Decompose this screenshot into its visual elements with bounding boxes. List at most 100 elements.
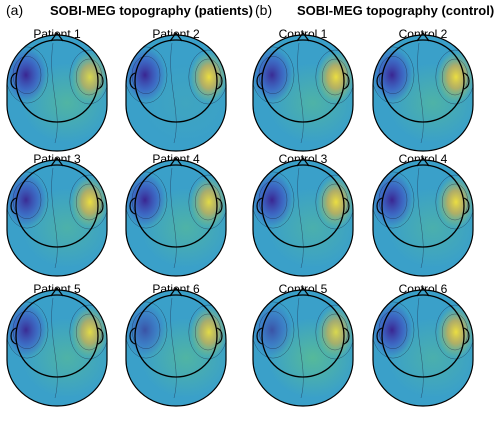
panel-a-map-3-contour-mid [51,167,58,269]
panel-a-map-1-nose [50,32,64,42]
panel-b-map-2-field [373,35,473,151]
panel-b-map-6-negative-pole [373,302,413,358]
panel-b-map-2-right-ear [463,72,470,90]
panel-b-map-4-contour-neg-2 [373,171,415,229]
panel-b-map-1-negative-pole [253,47,293,103]
panel-b-map-3-field [253,160,353,276]
panel-b-map-3-contour-mid [297,167,304,269]
panel-b-map-5-right-ear [343,327,350,345]
panel-a-map-5-contour-neg-2 [6,301,49,359]
panel-b-map-2-contour-neg-2 [373,46,415,104]
panel-a-map-1-contour-pos-2 [69,49,108,105]
panel-b-map-3-contour-pos-2 [315,174,353,230]
panel-a-map-4-contour-mid [170,167,177,269]
panel-b-map-2-contour-mid [417,42,424,144]
panel-a-map-1-left-ear [10,72,17,90]
panel-b-map-6-positive-pole [437,306,473,358]
panel-b-map-5-nose [296,287,310,297]
panel-b-map-2-contour-pos-2 [435,49,473,105]
panel-b-map-3-contour-neg-2 [253,171,295,229]
panel-b-map-6-contour-pos-2 [435,304,473,360]
panel-b-map-1-left-ear [256,72,263,90]
panel-a-map-6-head-circle [134,294,218,378]
panel-b-map-5-left-ear [256,327,263,345]
panel-a-title: SOBI-MEG topography (patients) [50,3,253,18]
panel-a-map-3-sensor-outline [6,159,108,277]
panel-a-map-1-sensor-outline [6,34,108,152]
panel-a-map-1-right-ear [97,72,104,90]
panel-a-map-1-head-circle [15,39,99,123]
panel-b-map-4-sensor-outline [372,159,474,277]
panel-a-map-4-contour-pos-2 [188,174,226,230]
panel-b-map-5-sensor-outline [252,289,354,407]
panel-a-map-5-contour-mid [51,297,58,399]
panel-a-map-6-sensor-outline [125,289,227,407]
panel-a-map-3-right-ear [97,197,104,215]
panel-b-map-4-nose [416,157,430,167]
panel-a-map-5-head-circle [15,294,99,378]
panel-b-map-1-contour-pos-2 [315,49,353,105]
panel-a-map-2-head-circle [134,39,218,123]
panel-a-map-4-left-ear [129,197,136,215]
panel-a-map-2-sensor-outline [125,34,227,152]
panel-a-map-4-head-circle [134,164,218,248]
panel-a-map-6-contour-neg-2 [126,301,168,359]
panel-a-map-5-positive-pole [71,306,108,358]
panel-a-map-3-contour-pos-2 [69,174,108,230]
panel-a-map-4-positive-pole [190,176,226,228]
panel-b-map-4-left-ear [376,197,383,215]
panel-b-map-5-negative-pole [253,302,293,358]
panel-a-map-2-left-ear [129,72,136,90]
panel-a-map-6-left-ear [129,327,136,345]
panel-a-map-5-negative-pole [6,302,47,358]
panel-a-map-2-right-ear [216,72,223,90]
panel-a-map-4-field [126,160,226,276]
panel-b-map-1-contour-mid [297,42,304,144]
panel-b-map-2-nose [416,32,430,42]
panel-b-map-3-positive-pole [317,176,353,228]
panel-b-map-3-head-circle [261,164,345,248]
panel-a-map-2-contour-mid [170,42,177,144]
panel-a-map-1-negative-pole [6,47,47,103]
panel-b-map-2-left-ear [376,72,383,90]
panel-b-map-6-contour-neg-2 [373,301,415,359]
panel-b-map-2-negative-pole [373,47,413,103]
panel-b-map-6-contour-mid [417,297,424,399]
panel-a-map-2-contour-pos-2 [188,49,226,105]
panel-b-map-6-sensor-outline [372,289,474,407]
panel-b-map-6-left-ear [376,327,383,345]
panel-a-map-1-positive-pole [71,51,108,103]
panel-a-map-3-positive-pole [71,176,108,228]
panel-a-map-4-negative-pole [126,172,166,228]
panel-b-map-1-nose [296,32,310,42]
panel-b-map-5-contour-mid [297,297,304,399]
panel-b-map-4-field [373,160,473,276]
panel-a-map-4-right-ear [216,197,223,215]
panel-b-map-2-head-circle [381,39,465,123]
panel-a-map-5-nose [50,287,64,297]
panel-b-map-4-contour-pos-2 [435,174,473,230]
panel-a-map-1-contour-neg-2 [6,46,49,104]
panel-a-map-2-field [126,35,226,151]
panel-b-map-4-right-ear [463,197,470,215]
panel-b-map-1-right-ear [343,72,350,90]
panel-a-map-5-field [6,290,108,406]
panel-b-map-6-head-circle [381,294,465,378]
panel-a-map-6-nose [169,287,183,297]
panel-b-map-4-negative-pole [373,172,413,228]
panel-b-map-1-head-circle [261,39,345,123]
panel-a-map-3-left-ear [10,197,17,215]
panel-a-map-6-contour-pos-2 [188,304,226,360]
panel-a-map-2-nose [169,32,183,42]
panel-a-map-4-nose [169,157,183,167]
panel-b-map-2-sensor-outline [372,34,474,152]
panel-a-map-2-negative-pole [126,47,166,103]
panel-a-map-3-field [6,160,108,276]
panel-a-map-1-field [6,35,108,151]
panel-b-map-5-head-circle [261,294,345,378]
panel-b-map-6-right-ear [463,327,470,345]
panel-a-map-4-sensor-outline [125,159,227,277]
panel-b-map-6-field [373,290,473,406]
panel-a-map-4-contour-neg-2 [126,171,168,229]
panel-b-title: SOBI-MEG topography (control) [297,3,494,18]
